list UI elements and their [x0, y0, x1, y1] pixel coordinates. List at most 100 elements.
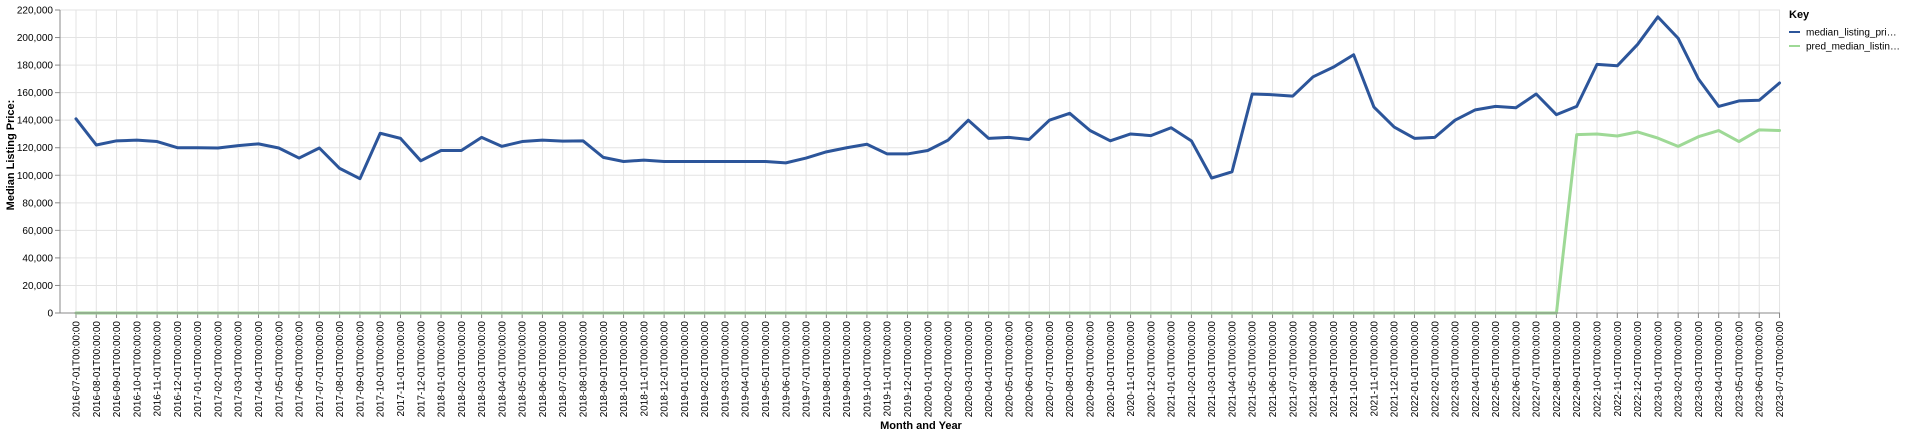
x-tick-label: 2022-12-01T00:00:00 [1633, 321, 1644, 418]
x-tick-label: 2022-02-01T00:00:00 [1430, 321, 1441, 418]
x-tick-label: 2019-06-01T00:00:00 [781, 321, 792, 418]
x-tick-label: 2019-04-01T00:00:00 [741, 321, 752, 418]
x-tick-label: 2018-08-01T00:00:00 [579, 321, 590, 418]
x-tick-label: 2020-01-01T00:00:00 [923, 321, 934, 418]
x-tick-label: 2016-10-01T00:00:00 [132, 321, 143, 418]
x-tick-label: 2023-02-01T00:00:00 [1674, 321, 1685, 418]
x-tick-label: 2017-05-01T00:00:00 [274, 321, 285, 418]
x-tick-label: 2019-11-01T00:00:00 [883, 321, 894, 417]
x-tick-label: 2017-11-01T00:00:00 [396, 321, 407, 417]
x-tick-label: 2020-02-01T00:00:00 [944, 321, 955, 418]
x-tick-label: 2021-04-01T00:00:00 [1227, 321, 1238, 418]
x-tick-label: 2020-04-01T00:00:00 [984, 321, 995, 418]
x-tick-label: 2020-08-01T00:00:00 [1065, 321, 1076, 418]
x-tick-label: 2019-05-01T00:00:00 [761, 321, 772, 418]
x-tick-label: 2017-03-01T00:00:00 [234, 321, 245, 418]
y-tick-label: 80,000 [22, 198, 53, 209]
x-tick-label: 2019-08-01T00:00:00 [822, 321, 833, 418]
x-tick-label: 2017-06-01T00:00:00 [295, 321, 306, 418]
x-tick-label: 2023-03-01T00:00:00 [1694, 321, 1705, 418]
x-tick-label: 2020-11-01T00:00:00 [1126, 321, 1137, 417]
x-tick-label: 2018-07-01T00:00:00 [558, 321, 569, 418]
y-tick-label: 100,000 [17, 171, 54, 182]
x-tick-label: 2021-02-01T00:00:00 [1187, 321, 1198, 418]
x-tick-label: 2021-11-01T00:00:00 [1369, 321, 1380, 417]
x-tick-label: 2020-07-01T00:00:00 [1045, 321, 1056, 418]
x-tick-label: 2022-03-01T00:00:00 [1451, 321, 1462, 418]
x-tick-label: 2021-09-01T00:00:00 [1329, 321, 1340, 418]
x-tick-label: 2016-11-01T00:00:00 [153, 321, 164, 417]
x-tick-label: 2018-11-01T00:00:00 [639, 321, 650, 417]
y-tick-label: 220,000 [17, 6, 54, 17]
x-tick-label: 2018-04-01T00:00:00 [497, 321, 508, 418]
y-tick-label: 160,000 [17, 88, 54, 99]
x-tick-label: 2019-07-01T00:00:00 [802, 321, 813, 418]
y-axis-ticks: 0 20,000 40,000 60,000 80,000 100,000 120,000 1… [17, 6, 60, 320]
x-tick-label: 2022-04-01T00:00:00 [1471, 321, 1482, 418]
legend-label: median_listing_pri… [1806, 28, 1897, 39]
x-tick-label: 2023-05-01T00:00:00 [1734, 321, 1745, 418]
x-tick-label: 2017-08-01T00:00:00 [335, 321, 346, 418]
x-tick-label: 2021-01-01T00:00:00 [1167, 321, 1178, 418]
x-tick-label: 2022-01-01T00:00:00 [1410, 321, 1421, 418]
x-tick-label: 2017-07-01T00:00:00 [315, 321, 326, 418]
x-tick-label: 2018-10-01T00:00:00 [619, 321, 630, 418]
x-tick-label: 2020-09-01T00:00:00 [1086, 321, 1097, 418]
y-tick-label: 120,000 [17, 143, 54, 154]
x-tick-label: 2021-10-01T00:00:00 [1349, 321, 1360, 418]
x-axis-ticks: 2016-07-01T00:00:00 2016-08-01T00:00:00 20… [72, 313, 1786, 418]
series-line-1 [74, 15, 1782, 181]
x-tick-label: 2017-02-01T00:00:00 [213, 321, 224, 418]
x-axis-title: Month and Year [880, 420, 962, 432]
x-tick-label: 2021-05-01T00:00:00 [1248, 321, 1259, 418]
x-tick-label: 2022-09-01T00:00:00 [1572, 321, 1583, 418]
y-axis-title: Median Listing Price: [5, 100, 17, 211]
x-tick-label: 2021-03-01T00:00:00 [1207, 321, 1218, 418]
x-tick-label: 2021-07-01T00:00:00 [1288, 321, 1299, 418]
legend: Key median_listing_pri… pred_median_listi… [1789, 9, 1900, 53]
x-tick-label: 2023-07-01T00:00:00 [1775, 321, 1786, 418]
x-tick-label: 2017-01-01T00:00:00 [193, 321, 204, 418]
x-tick-label: 2018-12-01T00:00:00 [660, 321, 671, 418]
x-tick-label: 2019-03-01T00:00:00 [720, 321, 731, 418]
x-tick-label: 2016-09-01T00:00:00 [112, 321, 123, 418]
x-tick-label: 2020-10-01T00:00:00 [1106, 321, 1117, 418]
y-tick-label: 60,000 [22, 226, 53, 237]
x-tick-label: 2020-12-01T00:00:00 [1146, 321, 1157, 418]
x-tick-label: 2019-10-01T00:00:00 [862, 321, 873, 418]
x-tick-label: 2018-01-01T00:00:00 [437, 321, 448, 418]
x-tick-label: 2016-08-01T00:00:00 [92, 321, 103, 418]
x-tick-label: 2019-12-01T00:00:00 [903, 321, 914, 418]
x-tick-label: 2021-12-01T00:00:00 [1390, 321, 1401, 418]
legend-title: Key [1789, 9, 1810, 21]
x-tick-label: 2023-01-01T00:00:00 [1653, 321, 1664, 418]
x-tick-label: 2021-06-01T00:00:00 [1268, 321, 1279, 418]
y-tick-label: 180,000 [17, 61, 54, 72]
x-tick-label: 2022-11-01T00:00:00 [1613, 321, 1624, 417]
x-tick-label: 2018-06-01T00:00:00 [538, 321, 549, 418]
x-tick-label: 2022-10-01T00:00:00 [1593, 321, 1604, 418]
y-tick-label: 140,000 [17, 116, 54, 127]
axes [59, 10, 1780, 314]
x-tick-label: 2019-09-01T00:00:00 [842, 321, 853, 418]
x-tick-label: 2018-09-01T00:00:00 [599, 321, 610, 418]
x-tick-label: 2019-01-01T00:00:00 [680, 321, 691, 418]
x-tick-label: 2016-07-01T00:00:00 [72, 321, 83, 418]
x-tick-label: 2017-04-01T00:00:00 [254, 321, 265, 418]
x-tick-label: 2017-10-01T00:00:00 [376, 321, 387, 418]
x-tick-label: 2021-08-01T00:00:00 [1309, 321, 1320, 418]
grid-lines [60, 9, 1781, 314]
x-tick-label: 2023-04-01T00:00:00 [1714, 321, 1725, 418]
x-tick-label: 2018-02-01T00:00:00 [457, 321, 468, 418]
x-tick-label: 2018-03-01T00:00:00 [477, 321, 488, 418]
x-tick-label: 2022-05-01T00:00:00 [1491, 321, 1502, 418]
x-tick-label: 2020-05-01T00:00:00 [1004, 321, 1015, 418]
x-tick-label: 2019-02-01T00:00:00 [700, 321, 711, 418]
x-tick-label: 2020-06-01T00:00:00 [1025, 321, 1036, 418]
x-tick-label: 2017-09-01T00:00:00 [355, 321, 366, 418]
x-tick-label: 2023-06-01T00:00:00 [1755, 321, 1766, 418]
legend-label: pred_median_listin… [1806, 42, 1900, 53]
x-tick-label: 2022-08-01T00:00:00 [1552, 321, 1563, 418]
x-tick-label: 2020-03-01T00:00:00 [964, 321, 975, 418]
